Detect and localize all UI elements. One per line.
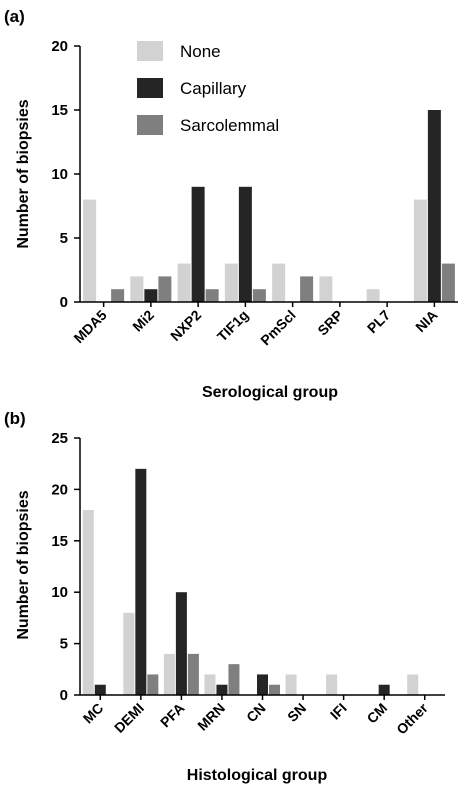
panel-b-y-axis-title: Number of biopsies: [15, 490, 32, 639]
panel-b-x-tick-label-other: Other: [393, 699, 431, 737]
legend-swatch-capillary: [137, 78, 163, 98]
panel-b-y-tick-label: 10: [51, 584, 68, 601]
panel-a-x-tick-label-pl7: PL7: [364, 307, 394, 337]
panel-a-bar-tif1g-sarcolemmal: [252, 289, 266, 302]
panel-a-bar-mi2-capillary: [144, 289, 158, 302]
legend-label-capillary: Capillary: [180, 79, 247, 98]
panel-b-x-tick-label-cm: CM: [364, 700, 391, 727]
panel-b-y-tick-label: 20: [51, 481, 68, 498]
legend-label-sarcolemmal: Sarcolemmal: [180, 116, 279, 135]
legend-swatch-none: [137, 41, 163, 61]
panel-a: (a) Number of biopsies Serological group…: [4, 7, 458, 401]
panel-a-bar-srp-none: [319, 276, 333, 302]
panel-a-x-tick-label-srp: SRP: [314, 307, 346, 339]
panel-b-bar-other-none: [407, 674, 419, 695]
panel-b-y-tick-label: 0: [60, 687, 68, 704]
panel-a-bar-nia-capillary: [427, 110, 441, 302]
panel-a-x-tick-label-tif1g: TIF1g: [214, 307, 252, 345]
panel-a-x-tick-label-mi2: Mi2: [129, 307, 157, 335]
panel-a-bar-nia-none: [413, 199, 427, 302]
panel-b-bar-pfa-sarcolemmal: [187, 653, 199, 695]
panel-a-x-tick-label-nia: NIA: [412, 307, 440, 335]
panel-a-y-tick-label: 0: [60, 294, 68, 311]
panel-b-x-axis-title: Histological group: [187, 767, 328, 784]
panel-a-y-axis-title: Number of biopsies: [15, 99, 32, 248]
panel-b-x-tick-label-mc: MC: [80, 700, 107, 727]
panel-b-bar-cn-sarcolemmal: [269, 684, 280, 695]
panel-b-y-tick-label: 5: [60, 636, 68, 653]
panel-b-x-tick-label-ifi: IFI: [327, 700, 350, 723]
panel-b-bar-cm-capillary: [378, 684, 390, 695]
panel-a-bar-mda5-none: [83, 199, 97, 302]
legend: None Capillary Sarcolemmal: [137, 41, 279, 135]
panel-b-bar-pfa-capillary: [175, 592, 187, 695]
panel-a-bar-mi2-sarcolemmal: [158, 276, 172, 302]
panel-a-bar-pmscl-sarcolemmal: [300, 276, 314, 302]
panel-b-label: (b): [4, 409, 26, 428]
panel-b-bar-mrn-capillary: [216, 684, 228, 695]
panel-a-bar-tif1g-capillary: [238, 186, 252, 302]
panel-a-bar-nxp2-sarcolemmal: [205, 289, 219, 302]
panel-a-y-tick-label: 5: [60, 230, 68, 247]
panel-a-x-tick-label-pmscl: PmScl: [257, 307, 299, 349]
panel-b-bar-mc-capillary: [94, 684, 106, 695]
panel-b-bar-sn-none: [285, 674, 297, 695]
panel-a-y-tick-label: 15: [51, 102, 68, 119]
panel-b-bar-cn-capillary: [257, 674, 268, 695]
panel-b-x-tick-label-demi: DEMI: [111, 700, 147, 736]
panel-b-x-tick-label-mrn: MRN: [194, 700, 228, 734]
panel-b-x-tick-label-sn: SN: [284, 700, 309, 725]
panel-b-bar-demi-sarcolemmal: [147, 674, 159, 695]
panel-a-bar-mda5-sarcolemmal: [111, 289, 125, 302]
panel-a-bar-tif1g-none: [224, 263, 238, 302]
legend-label-none: None: [180, 42, 221, 61]
panel-a-y-tick-label: 20: [51, 38, 68, 55]
panel-a-bar-nxp2-none: [177, 263, 191, 302]
panel-b-bar-demi-none: [123, 612, 135, 695]
panel-b-bar-demi-capillary: [135, 468, 147, 695]
panel-a-y-tick-label: 10: [51, 166, 68, 183]
legend-swatch-sarcolemmal: [137, 115, 163, 135]
panel-b-bar-mrn-none: [204, 674, 216, 695]
panel-b: (b) Number of biopsies Histological grou…: [4, 409, 445, 784]
panel-a-x-axis-title: Serological group: [202, 384, 338, 401]
panel-a-label: (a): [4, 7, 25, 26]
panel-b-x-tick-label-cn: CN: [243, 700, 269, 726]
panel-a-bar-pl7-none: [366, 289, 380, 302]
panel-b-x-tick-label-pfa: PFA: [157, 700, 188, 731]
panel-b-y-tick-label: 15: [51, 533, 68, 550]
panel-a-bar-nxp2-capillary: [191, 186, 205, 302]
panel-b-plot-area: 0 5 10 15 20 25 MC DEMI PFA MRN CN SN IFI CM Other: [51, 430, 445, 738]
panel-b-bar-mc-none: [82, 509, 94, 695]
panel-a-x-tick-label-nxp2: NXP2: [167, 307, 204, 344]
panel-a-plot-area: 0 5 10 15 20 MDA5 Mi2 NXP2 TIF1g PmScl SRP PL7 NIA: [51, 38, 458, 348]
panel-b-bar-ifi-none: [326, 674, 338, 695]
panel-b-bar-mrn-sarcolemmal: [228, 664, 240, 695]
panel-a-bar-pmscl-none: [272, 263, 286, 302]
panel-b-bar-pfa-none: [163, 653, 175, 695]
panel-a-bar-nia-sarcolemmal: [441, 263, 455, 302]
panel-a-x-tick-label-mda5: MDA5: [70, 307, 110, 347]
panel-b-y-tick-label: 25: [51, 430, 68, 447]
panel-a-bar-mi2-none: [130, 276, 144, 302]
